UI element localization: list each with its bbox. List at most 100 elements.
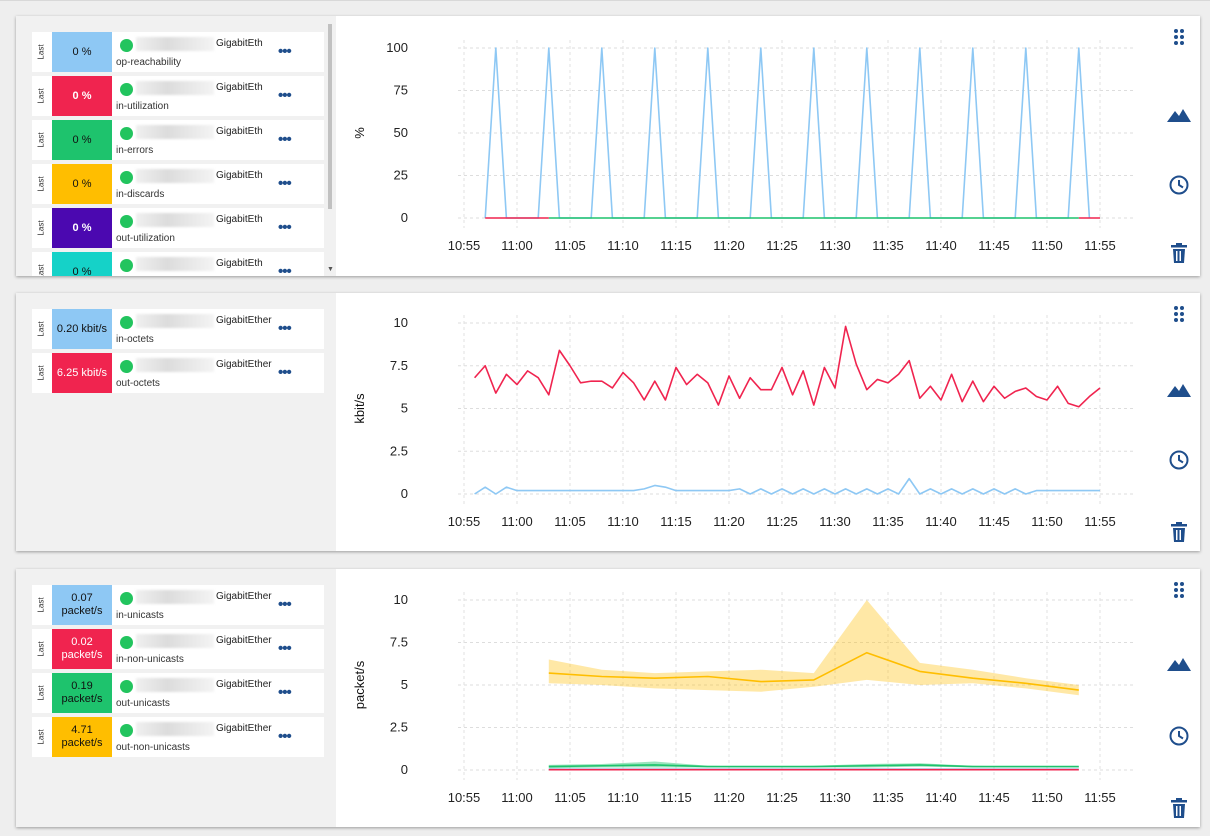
clock-icon[interactable] [1166,723,1192,749]
x-tick-label: 11:45 [978,790,1010,805]
status-ok-icon [120,592,133,605]
value-badge: 0 % [52,252,112,276]
metric-name: op-reachability [116,57,182,68]
y-tick-label: 2.5 [390,720,408,735]
trash-icon[interactable] [1166,240,1192,266]
y-axis-label: packet/s [352,660,367,709]
last-label: Last [36,176,46,192]
metric-name: in-errors [116,145,154,156]
series-band [548,761,1079,769]
x-tick-label: 11:30 [819,514,851,529]
metric-row[interactable]: Last 0.07 packet/s GigabitEther in-unicasts… [32,585,324,625]
more-options-icon[interactable]: ••• [278,175,292,192]
interface-name: GigabitEth [216,82,263,93]
more-options-icon[interactable]: ••• [278,684,292,701]
panel-toolbar [1158,16,1200,276]
metric-row[interactable]: Last 0 % GigabitEth ••• [32,252,324,276]
trash-icon[interactable] [1166,795,1192,821]
dashlet-panel-unicasts: Last 0.07 packet/s GigabitEther in-unicasts… [16,569,1200,827]
x-tick-label: 11:40 [925,514,957,529]
x-tick-label: 11:55 [1084,238,1116,253]
drag-handle-icon[interactable] [1166,24,1192,50]
more-options-icon[interactable]: ••• [278,219,292,236]
value-badge: 0.20 kbit/s [52,309,112,349]
x-tick-label: 11:15 [660,514,692,529]
value-badge: 0 % [52,120,112,160]
chart-area: 10 7.5 5 2.5 0 10:55 11:00 11:05 11:10 11:15 11:20… [336,569,1158,827]
value-badge: 0 % [52,76,112,116]
series-line [548,764,1079,768]
x-tick-label: 11:00 [501,790,533,805]
metric-row[interactable]: Last 0.19 packet/s GigabitEther out-unicast… [32,673,324,713]
metric-row[interactable]: Last 0 % GigabitEth in-errors ••• [32,120,324,160]
more-options-icon[interactable]: ••• [278,728,292,745]
more-options-icon[interactable]: ••• [278,320,292,337]
interface-name: GigabitEth [216,214,263,225]
last-label: Last [36,264,46,276]
last-label: Last [36,597,46,613]
x-tick-label: 11:40 [925,790,957,805]
status-ok-icon [120,360,133,373]
more-options-icon[interactable]: ••• [278,640,292,657]
series-line [548,651,1079,691]
x-tick-label: 11:35 [872,514,904,529]
panel-toolbar [1158,569,1200,827]
status-ok-icon [120,83,133,96]
mountain-chart-icon[interactable] [1166,377,1192,403]
metric-row[interactable]: Last 0 % GigabitEth in-discards ••• [32,164,324,204]
metric-row[interactable]: Last 0.02 packet/s GigabitEther in-non-unic… [32,629,324,669]
status-ok-icon [120,259,133,272]
x-tick-label: 11:15 [660,238,692,253]
x-tick-label: 11:30 [819,790,851,805]
x-tick-label: 11:20 [713,514,745,529]
metric-row[interactable]: Last 0 % GigabitEth in-utilization ••• [32,76,324,116]
more-options-icon[interactable]: ••• [278,43,292,60]
last-label: Last [36,132,46,148]
mountain-chart-icon[interactable] [1166,651,1192,677]
drag-handle-icon[interactable] [1166,577,1192,603]
interface-name: GigabitEth [216,170,263,181]
last-label: Last [36,641,46,657]
last-label: Last [36,685,46,701]
x-tick-label: 11:10 [607,238,639,253]
redacted-host [136,81,214,95]
metric-list: Last 0 % GigabitEth op-reachability ••• Last 0… [16,16,336,276]
more-options-icon[interactable]: ••• [278,596,292,613]
metric-row[interactable]: Last 0 % GigabitEth op-reachability ••• [32,32,324,72]
x-tick-label: 11:00 [501,238,533,253]
mountain-chart-icon[interactable] [1166,102,1192,128]
interface-name: GigabitEther [216,723,272,734]
metric-row[interactable]: Last 6.25 kbit/s GigabitEther out-octets ••• [32,353,324,393]
x-tick-label: 11:05 [554,514,586,529]
x-tick-label: 11:25 [766,514,798,529]
more-options-icon[interactable]: ••• [278,131,292,148]
scroll-down-arrow-icon[interactable]: ▼ [327,266,334,273]
x-tick-label: 11:25 [766,238,798,253]
metric-row[interactable]: Last 4.71 packet/s GigabitEther out-non-uni… [32,717,324,757]
clock-icon[interactable] [1166,447,1192,473]
x-tick-label: 10:55 [448,514,481,529]
x-tick-label: 11:40 [925,238,957,253]
value-badge: 0.07 packet/s [52,585,112,625]
metric-row[interactable]: Last 0 % GigabitEth out-utilization ••• [32,208,324,248]
status-ok-icon [120,680,133,693]
series-line [474,325,1101,408]
last-label: Last [36,220,46,236]
more-options-icon[interactable]: ••• [278,87,292,104]
x-tick-label: 11:50 [1031,238,1063,253]
scrollbar[interactable] [328,24,332,209]
y-tick-label: 0 [401,486,408,501]
series-line [474,477,1100,495]
drag-handle-icon[interactable] [1166,301,1192,327]
clock-icon[interactable] [1166,172,1192,198]
metric-row[interactable]: Last 0.20 kbit/s GigabitEther in-octets ••• [32,309,324,349]
x-tick-label: 11:45 [978,514,1010,529]
more-options-icon[interactable]: ••• [278,364,292,381]
redacted-host [136,125,214,139]
metric-name: in-utilization [116,101,169,112]
area-chart: 10 7.5 5 2.5 0 10:55 11:00 11:05 11:10 11:15 11:20… [352,592,1136,805]
more-options-icon[interactable]: ••• [278,263,292,276]
series-band [548,600,1079,696]
metric-name: in-non-unicasts [116,654,184,665]
trash-icon[interactable] [1166,519,1192,545]
